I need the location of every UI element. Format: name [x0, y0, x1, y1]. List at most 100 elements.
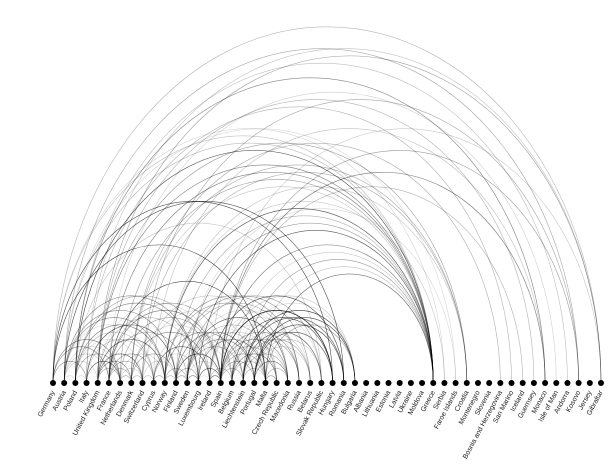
arc	[63, 310, 177, 384]
node	[217, 380, 224, 386]
arc	[254, 317, 356, 384]
arc	[63, 360, 99, 384]
arc	[97, 302, 222, 384]
arc	[130, 324, 222, 384]
arc	[97, 317, 199, 384]
node	[486, 380, 493, 386]
arc	[86, 360, 121, 384]
arcs	[52, 26, 602, 384]
arc	[254, 339, 322, 384]
arc	[175, 368, 199, 384]
arc	[52, 346, 110, 384]
arc	[186, 317, 289, 384]
arc	[186, 360, 222, 384]
arc	[86, 48, 602, 384]
arc	[97, 368, 121, 384]
arc	[164, 208, 434, 384]
arc	[75, 324, 166, 384]
node	[83, 380, 90, 386]
arc	[52, 201, 333, 384]
node	[351, 380, 358, 386]
arc	[209, 324, 300, 384]
arc	[108, 368, 132, 384]
node	[474, 380, 481, 386]
arc	[254, 324, 345, 384]
arc	[153, 331, 233, 384]
node	[340, 380, 347, 386]
node	[430, 380, 437, 386]
node	[94, 380, 101, 386]
arc	[86, 324, 177, 384]
arc	[220, 171, 546, 384]
arc	[164, 295, 300, 384]
arc	[63, 295, 199, 384]
arc	[231, 353, 277, 384]
arc	[63, 317, 166, 384]
arc	[63, 317, 166, 384]
arc	[186, 310, 300, 384]
arc	[242, 259, 434, 384]
arc	[175, 331, 255, 384]
arc	[130, 332, 210, 384]
arc	[52, 360, 87, 384]
arc	[231, 339, 300, 384]
node	[307, 380, 314, 386]
arc	[86, 106, 512, 384]
arc	[130, 164, 468, 384]
arc	[119, 368, 143, 384]
arc	[220, 360, 255, 384]
arc	[231, 251, 434, 384]
node	[72, 380, 79, 386]
node	[542, 380, 549, 386]
arc	[186, 324, 277, 384]
arc	[108, 281, 266, 384]
node	[240, 380, 247, 386]
arc	[142, 171, 468, 384]
arc	[119, 317, 222, 384]
arc	[186, 222, 434, 384]
arc	[63, 48, 579, 384]
arc	[175, 353, 222, 384]
node	[139, 380, 146, 386]
arc	[242, 353, 289, 384]
arc	[119, 353, 166, 384]
arc	[186, 222, 434, 384]
node	[508, 380, 515, 386]
arc	[86, 360, 121, 384]
arc	[220, 353, 266, 384]
arc	[254, 346, 311, 384]
node	[553, 380, 560, 386]
arc	[186, 295, 322, 384]
arc	[153, 346, 210, 384]
node	[363, 380, 370, 386]
arc	[97, 353, 143, 384]
arc	[209, 295, 345, 384]
arc	[242, 310, 356, 384]
arc	[86, 324, 177, 384]
arc	[97, 339, 166, 384]
node	[407, 380, 414, 386]
arc	[97, 143, 468, 384]
arc	[108, 92, 557, 384]
arc	[52, 26, 602, 384]
arc	[63, 346, 121, 384]
arc	[265, 273, 434, 384]
arc	[108, 171, 434, 384]
arc	[242, 310, 356, 384]
node	[396, 380, 403, 386]
arc	[265, 273, 434, 384]
node	[452, 380, 459, 386]
node	[519, 380, 526, 386]
arc	[63, 143, 434, 384]
arc	[242, 339, 311, 384]
arc	[108, 353, 154, 384]
arc	[86, 324, 177, 384]
arc	[164, 208, 434, 384]
arc	[242, 368, 266, 384]
arc	[108, 171, 434, 384]
arc	[63, 324, 154, 384]
node	[128, 380, 135, 386]
arc	[186, 339, 255, 384]
node	[497, 380, 504, 386]
